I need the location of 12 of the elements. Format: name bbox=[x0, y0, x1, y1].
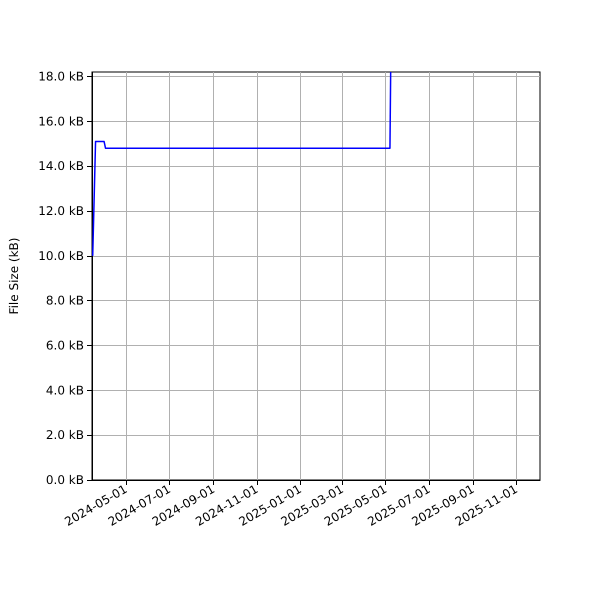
y-tick-label: 18.0 kB bbox=[38, 69, 84, 84]
y-tick-label: 10.0 kB bbox=[38, 248, 84, 263]
y-axis-title: File Size (kB) bbox=[7, 238, 21, 314]
y-tick-label: 4.0 kB bbox=[46, 383, 84, 398]
y-tick-label: 12.0 kB bbox=[38, 204, 84, 218]
y-tick-label: 0.0 kB bbox=[46, 473, 84, 487]
y-tick-label: 14.0 kB bbox=[38, 159, 84, 174]
y-tick-label: 16.0 kB bbox=[38, 114, 84, 128]
line-series bbox=[92, 71, 392, 257]
y-tick-label: 8.0 kB bbox=[46, 294, 84, 308]
y-tick-label: 6.0 kB bbox=[46, 338, 84, 352]
y-tick-label: 2.0 kB bbox=[46, 428, 84, 442]
